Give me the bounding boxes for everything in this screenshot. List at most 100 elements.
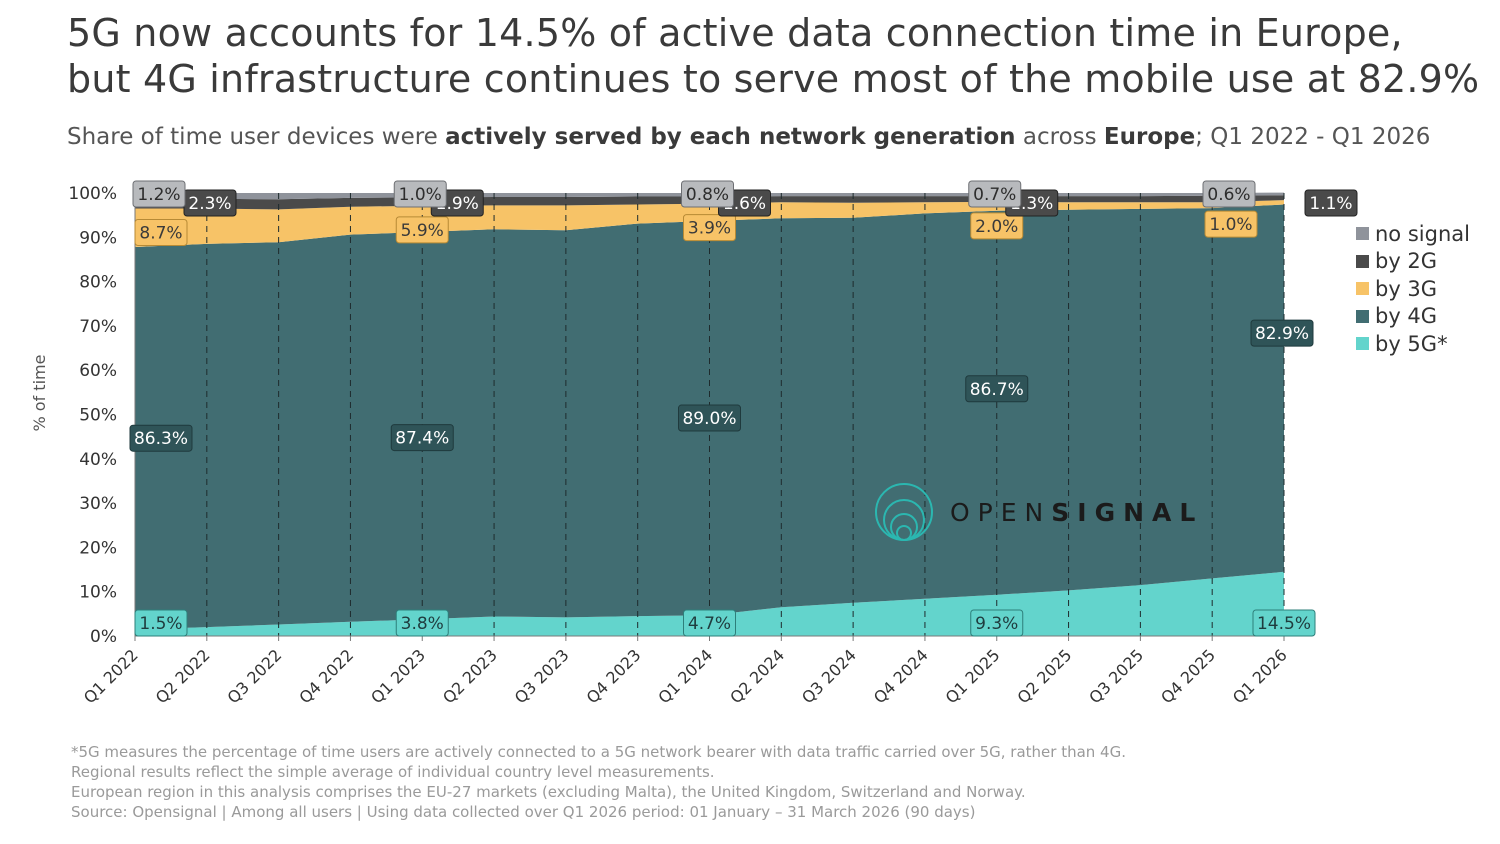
x-tick-label: Q1 2024 — [654, 645, 716, 707]
x-tick-label: Q4 2025 — [1157, 645, 1219, 707]
data-label-box — [1204, 210, 1258, 238]
data-label: 1.0% — [1209, 215, 1252, 235]
data-label-box — [393, 180, 447, 208]
data-label: 1.0% — [399, 185, 442, 205]
y-tick-label: 10% — [79, 583, 117, 603]
footnote-region-scope: European region in this analysis compris… — [71, 783, 1026, 801]
x-tick-label: Q1 2023 — [367, 645, 429, 707]
data-label: 82.9% — [1255, 324, 1309, 344]
y-tick-label: 70% — [79, 317, 117, 337]
legend-swatch-2g — [1356, 254, 1369, 268]
data-label-box — [1250, 319, 1314, 347]
data-label-box — [1202, 180, 1256, 208]
data-label: 8.7% — [139, 224, 182, 244]
legend-item-4g: by 4G — [1356, 303, 1470, 331]
data-label-box — [678, 404, 741, 432]
legend-item-2g: by 2G — [1356, 248, 1470, 276]
x-tick-label: Q1 2025 — [942, 645, 1004, 707]
x-tick-label: Q3 2023 — [511, 645, 573, 707]
opensignal-logo: OPENSIGNAL — [872, 480, 1203, 544]
subtitle-part-1: Share of time user devices were — [67, 124, 446, 150]
data-label: 5.9% — [401, 221, 444, 241]
data-label: 1.5% — [139, 614, 182, 634]
opensignal-logo-icon — [875, 483, 933, 541]
data-label: 89.0% — [682, 409, 736, 429]
x-tick-label: Q4 2023 — [583, 645, 645, 707]
footnote-regional: Regional results reflect the simple aver… — [71, 763, 715, 781]
area-by-3g — [135, 200, 1284, 247]
x-tick-label: Q3 2025 — [1085, 645, 1147, 707]
y-tick-label: 20% — [79, 538, 117, 558]
y-tick-label: 60% — [79, 361, 117, 381]
subtitle-part-2: across — [1015, 124, 1104, 150]
x-tick-label: Q2 2024 — [726, 645, 788, 707]
data-label-box — [390, 424, 454, 452]
data-label-box — [683, 214, 736, 242]
chart-subtitle: Share of time user devices were actively… — [67, 124, 1430, 150]
subtitle-part-3: ; Q1 2022 - Q1 2026 — [1195, 124, 1431, 150]
x-tick-label: Q1 2026 — [1229, 645, 1291, 707]
data-label-box — [134, 219, 188, 247]
data-label-box — [395, 609, 449, 637]
data-label: 3.9% — [688, 219, 731, 239]
legend-label-no-signal: no signal — [1375, 221, 1470, 246]
y-tick-label: 0% — [90, 627, 117, 647]
data-label-box — [1304, 189, 1358, 217]
legend-swatch-4g — [1356, 309, 1369, 323]
data-label: 9.3% — [975, 614, 1018, 634]
data-label-box — [681, 180, 734, 208]
y-tick-label: 40% — [79, 450, 117, 470]
data-label: 14.5% — [1257, 614, 1311, 634]
x-tick-label: Q3 2022 — [224, 645, 286, 707]
subtitle-bold-1: actively served by each network generati… — [445, 124, 1016, 150]
data-label: 86.7% — [970, 380, 1024, 400]
data-label: 0.6% — [1207, 185, 1250, 205]
legend-label-4g: by 4G — [1375, 304, 1438, 329]
legend-item-no-signal: no signal — [1356, 220, 1470, 248]
x-tick-label: Q2 2022 — [152, 645, 214, 707]
subtitle-bold-2: Europe — [1103, 124, 1196, 150]
data-label-box — [970, 212, 1024, 240]
y-tick-label: 30% — [79, 494, 117, 514]
x-tick-label: Q4 2024 — [870, 645, 932, 707]
opensignal-logo-text: OPENSIGNAL — [950, 498, 1203, 527]
legend-swatch-3g — [1356, 282, 1369, 296]
legend-swatch-no-signal — [1356, 227, 1369, 241]
data-label: 0.8% — [686, 185, 729, 205]
x-tick-label: Q1 2022 — [80, 645, 142, 707]
footnotes: *5G measures the percentage of time user… — [71, 742, 1126, 822]
y-tick-label: 100% — [68, 184, 117, 204]
data-label: 2.3% — [188, 194, 231, 214]
footnote-source: Source: Opensignal | Among all users | U… — [71, 803, 976, 821]
logo-text-bold: SIGNAL — [1051, 497, 1204, 527]
title-line-2: but 4G infrastructure continues to serve… — [67, 57, 1480, 101]
y-axis-label: % of time — [30, 355, 49, 432]
legend-swatch-5g — [1356, 337, 1369, 351]
chart-title: 5G now accounts for 14.5% of active data… — [67, 10, 1479, 102]
footnote-5g-definition: *5G measures the percentage of time user… — [71, 743, 1126, 761]
data-label-box — [1252, 609, 1316, 637]
data-label-box — [132, 180, 186, 208]
legend-item-5g: by 5G* — [1356, 330, 1470, 358]
logo-text-light: OPEN — [950, 497, 1052, 527]
y-tick-label: 90% — [79, 228, 117, 248]
data-label: 1.1% — [1309, 194, 1352, 214]
data-label-box — [129, 424, 193, 452]
data-label: 0.7% — [973, 185, 1016, 205]
data-label-box — [968, 180, 1022, 208]
legend-label-2g: by 2G — [1375, 249, 1438, 274]
data-label-box — [134, 609, 188, 637]
data-label-box — [395, 216, 449, 244]
data-label-box — [970, 609, 1024, 637]
x-tick-label: Q3 2024 — [798, 645, 860, 707]
data-label: 3.8% — [401, 614, 444, 634]
legend-item-3g: by 3G — [1356, 275, 1470, 303]
title-line-1: 5G now accounts for 14.5% of active data… — [67, 11, 1403, 55]
data-label: 2.0% — [975, 217, 1018, 237]
y-tick-label: 50% — [79, 406, 117, 426]
data-label: 1.2% — [137, 185, 180, 205]
data-label-box — [965, 375, 1029, 403]
legend-label-3g: by 3G — [1375, 276, 1438, 301]
x-tick-label: Q2 2025 — [1013, 645, 1075, 707]
